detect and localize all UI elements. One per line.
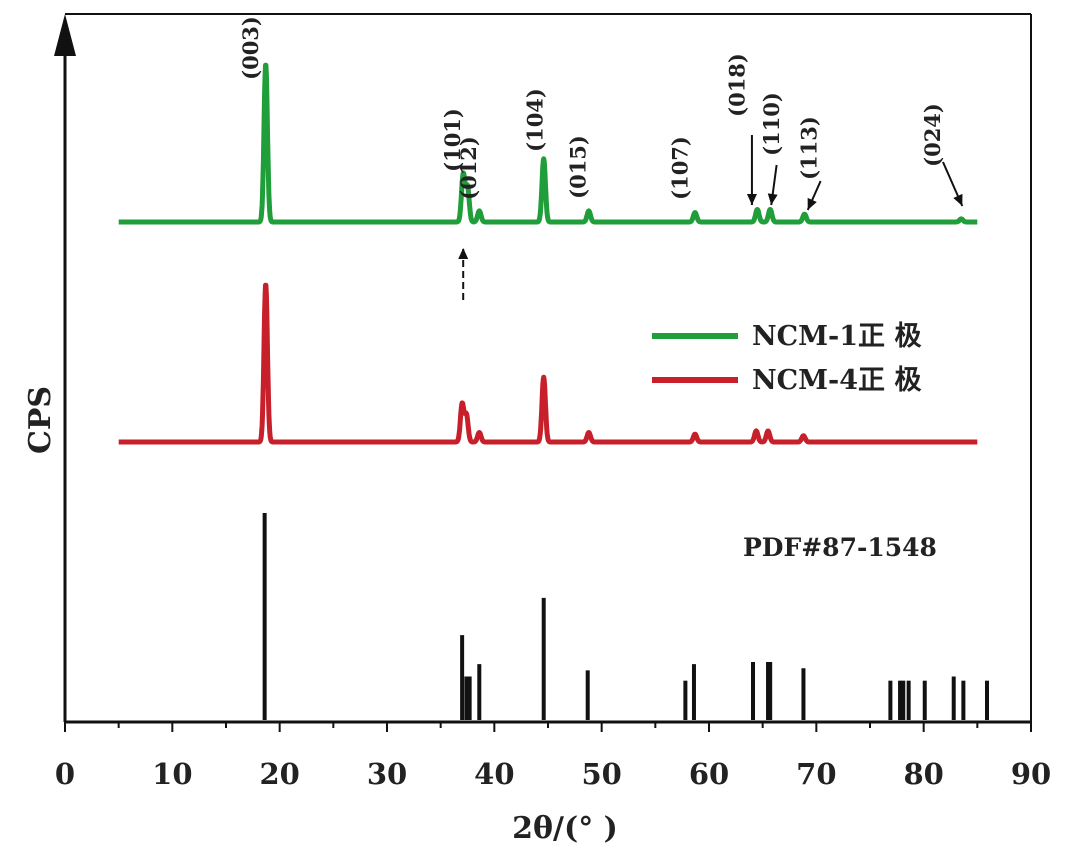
x-tick-label: 60 (689, 757, 729, 791)
legend-label-ncm1: NCM-1正 极 (752, 321, 921, 352)
x-tick-label: 90 (1011, 757, 1051, 791)
series-line-ncm4 (116, 282, 980, 445)
x-tick-label: 40 (474, 757, 514, 791)
peak-labels: (003) (101)(012) (104) (015) (107) (018) (110)… (238, 16, 945, 200)
peak-label: (024) (920, 103, 945, 167)
peak-label: (110) (759, 92, 784, 156)
peak-label: (113) (796, 116, 821, 180)
pointer-arrow-icon (767, 164, 778, 206)
pointer-arrow-icon (942, 161, 964, 207)
peak-label: (104) (523, 88, 548, 152)
x-tick-label: 70 (796, 757, 836, 791)
x-tick-label: 0 (55, 757, 75, 791)
x-axis-title: 2θ/(° ) (512, 811, 618, 846)
legend: NCM-1正 极 NCM-4正 极 (652, 321, 921, 396)
peak-label: (101) (440, 108, 465, 172)
series-line-ncm1 (116, 62, 980, 225)
reference-sticks (262, 513, 989, 720)
reference-label: PDF#87-1548 (743, 533, 937, 562)
legend-label-ncm4: NCM-4正 极 (752, 365, 921, 396)
x-tick-label: 10 (152, 757, 192, 791)
peak-label: (107) (668, 136, 693, 200)
peak-label: (015) (566, 135, 591, 199)
pointer-arrow-icon (458, 248, 469, 300)
y-axis-title: CPS (23, 386, 58, 454)
peak-label: (018) (724, 53, 749, 117)
pointer-arrow-icon (746, 135, 757, 205)
x-tick-label: 80 (903, 757, 943, 791)
series-layer (116, 62, 980, 445)
x-tick-label: 30 (367, 757, 407, 791)
y-axis-arrow-icon (54, 14, 76, 56)
pointer-arrow-icon (806, 180, 822, 211)
x-axis-tick-labels: 0 10 20 30 40 50 60 70 80 90 (55, 757, 1051, 791)
peak-label: (012) (456, 136, 481, 200)
x-axis-ticks (64, 722, 1032, 732)
peak-label: (003) (238, 16, 263, 80)
x-tick-label: 50 (581, 757, 621, 791)
x-tick-label: 20 (259, 757, 299, 791)
peak-arrows (458, 135, 964, 300)
